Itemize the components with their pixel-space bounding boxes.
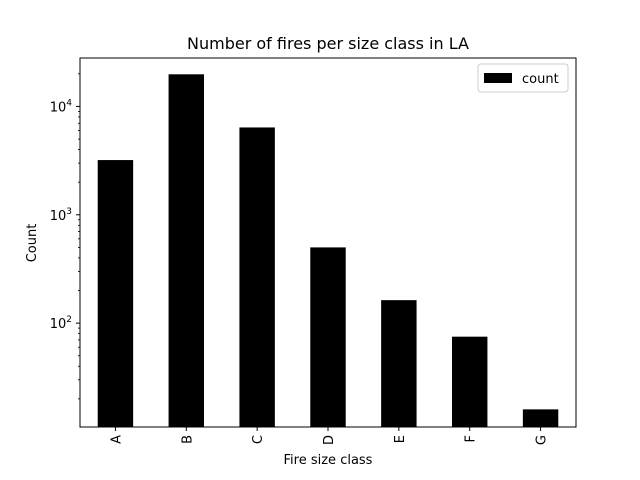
bar-E: [381, 300, 417, 427]
x-axis-title: Fire size class: [284, 453, 373, 468]
x-tick-label-D: D: [322, 435, 337, 445]
x-tick-label-A: A: [109, 435, 124, 444]
x-tick-label-E: E: [393, 435, 408, 443]
y-tick-label-1000: 103: [50, 207, 72, 224]
bar-C: [239, 127, 275, 428]
legend-box: [477, 63, 569, 93]
bar-A: [97, 160, 134, 428]
x-tick-label-F: F: [464, 435, 479, 442]
y-tick-label-100: 102: [50, 315, 72, 332]
bar-F: [452, 336, 488, 427]
legend-label: count: [522, 72, 559, 87]
legend-swatch: [484, 73, 512, 83]
bar-G: [522, 409, 559, 427]
bar-D: [310, 247, 346, 427]
x-tick-label-B: B: [180, 435, 195, 444]
bar-B: [168, 74, 204, 428]
plot-area: A B C D E F G 102 103 104 count: [50, 57, 577, 445]
x-tick-label-G: G: [535, 435, 550, 445]
chart-title: Number of fires per size class in LA: [187, 34, 469, 53]
x-tick-label-C: C: [251, 435, 266, 444]
y-tick-label-10000: 104: [50, 98, 73, 115]
y-axis-title: Count: [25, 224, 40, 263]
